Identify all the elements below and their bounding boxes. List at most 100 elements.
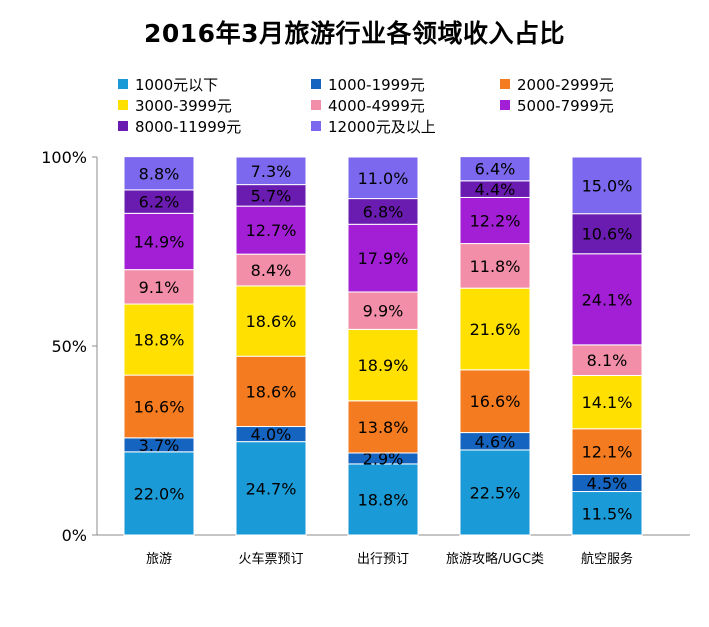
data-label: 16.6% xyxy=(470,392,521,411)
legend-swatch xyxy=(118,121,128,131)
data-label: 24.7% xyxy=(246,479,297,498)
bar-segment xyxy=(347,291,419,330)
data-label: 6.4% xyxy=(475,160,516,179)
data-label: 11.8% xyxy=(470,257,521,276)
legend-swatch xyxy=(311,100,321,110)
bar-segment xyxy=(347,223,419,293)
legend-item: 8000-11999元 xyxy=(118,116,241,136)
data-label: 12.2% xyxy=(470,212,521,231)
data-label: 18.6% xyxy=(246,382,297,401)
data-label: 9.9% xyxy=(363,302,404,321)
legend-label: 5000-7999元 xyxy=(517,96,614,115)
legend-label: 2000-2999元 xyxy=(517,75,614,94)
bar-segment xyxy=(571,428,643,476)
data-label: 2.9% xyxy=(363,449,404,468)
bar-segment xyxy=(571,344,643,376)
legend-swatch xyxy=(500,100,510,110)
y-tick-label: 0% xyxy=(62,526,87,545)
category-label: 航空服务 xyxy=(581,551,633,567)
legend-item: 2000-2999元 xyxy=(500,74,614,94)
category-label: 火车票预订 xyxy=(238,551,303,567)
bar-segment xyxy=(571,156,643,215)
data-label: 8.4% xyxy=(251,261,292,280)
bar-segment xyxy=(123,451,195,536)
data-label: 8.1% xyxy=(587,351,628,370)
bar-segment xyxy=(459,369,531,434)
data-label: 16.6% xyxy=(134,397,185,416)
legend-swatch xyxy=(118,79,128,89)
legend-label: 3000-3999元 xyxy=(135,96,232,115)
data-label: 18.8% xyxy=(358,490,409,509)
bar-segment xyxy=(459,287,531,371)
data-label: 11.5% xyxy=(582,504,633,523)
legend-swatch xyxy=(118,100,128,110)
data-label: 18.6% xyxy=(246,312,297,331)
data-label: 21.6% xyxy=(470,320,521,339)
legend-label: 12000元及以上 xyxy=(328,117,436,136)
data-label: 8.8% xyxy=(139,164,180,183)
legend-label: 8000-11999元 xyxy=(135,117,242,136)
chart-title: 2016年3月旅游行业各领域收入占比 xyxy=(144,19,565,48)
bar-segment xyxy=(459,156,531,182)
data-label: 18.8% xyxy=(134,331,185,350)
legend-item: 3000-3999元 xyxy=(118,95,232,115)
data-label: 22.0% xyxy=(134,484,185,503)
legend-label: 4000-4999元 xyxy=(328,96,425,115)
bar-segment xyxy=(347,328,419,402)
bar-segment xyxy=(123,212,195,271)
bar-segment xyxy=(123,156,195,191)
bar-segment xyxy=(459,243,531,289)
data-label: 6.8% xyxy=(363,202,404,221)
data-label: 9.1% xyxy=(139,278,180,297)
data-label: 22.5% xyxy=(470,483,521,502)
data-label: 12.7% xyxy=(246,221,297,240)
data-label: 14.1% xyxy=(582,393,633,412)
category-label: 出行预订 xyxy=(357,552,409,567)
bar-segment xyxy=(347,198,419,225)
bar-segment xyxy=(235,285,307,357)
bar-segment xyxy=(235,355,307,428)
legend-item: 12000元及以上 xyxy=(311,116,436,136)
category-label: 旅游攻略/UGC类 xyxy=(446,551,544,567)
data-label: 3.7% xyxy=(139,436,180,455)
legend-item: 4000-4999元 xyxy=(311,95,425,115)
y-tick-label: 50% xyxy=(51,337,87,356)
legend-swatch xyxy=(311,121,321,131)
data-label: 11.0% xyxy=(358,169,409,188)
legend-swatch xyxy=(500,79,510,89)
bar-segment xyxy=(123,303,195,376)
data-label: 18.9% xyxy=(358,356,409,375)
data-label: 13.8% xyxy=(358,418,409,437)
data-label: 7.3% xyxy=(251,162,292,181)
data-label: 15.0% xyxy=(582,176,633,195)
data-label: 12.1% xyxy=(582,443,633,462)
bar-segment xyxy=(347,400,419,454)
bar-segment xyxy=(235,156,307,186)
bar-segment xyxy=(459,449,531,536)
data-label: 17.9% xyxy=(358,249,409,268)
bar-segment xyxy=(347,156,419,200)
data-label: 4.4% xyxy=(475,180,516,199)
legend-label: 1000-1999元 xyxy=(328,75,425,94)
data-label: 5.7% xyxy=(251,186,292,205)
bar-segment xyxy=(459,196,531,245)
data-label: 14.9% xyxy=(134,232,185,251)
data-label: 6.2% xyxy=(139,193,180,212)
bar-segment xyxy=(235,205,307,255)
legend-item: 5000-7999元 xyxy=(500,95,614,115)
y-tick-label: 100% xyxy=(41,148,87,167)
data-label: 10.6% xyxy=(582,225,633,244)
legend-item: 1000元以下 xyxy=(118,74,218,94)
bar-segment xyxy=(123,269,195,305)
bar-segment xyxy=(235,253,307,287)
data-label: 24.1% xyxy=(582,290,633,309)
data-label: 4.6% xyxy=(475,432,516,451)
bar-segment xyxy=(235,441,307,536)
legend-item: 1000-1999元 xyxy=(311,74,425,94)
bar-segment xyxy=(123,374,195,439)
legend-swatch xyxy=(311,79,321,89)
legend-label: 1000元以下 xyxy=(135,75,219,94)
data-label: 4.0% xyxy=(251,425,292,444)
data-label: 4.5% xyxy=(587,474,628,493)
